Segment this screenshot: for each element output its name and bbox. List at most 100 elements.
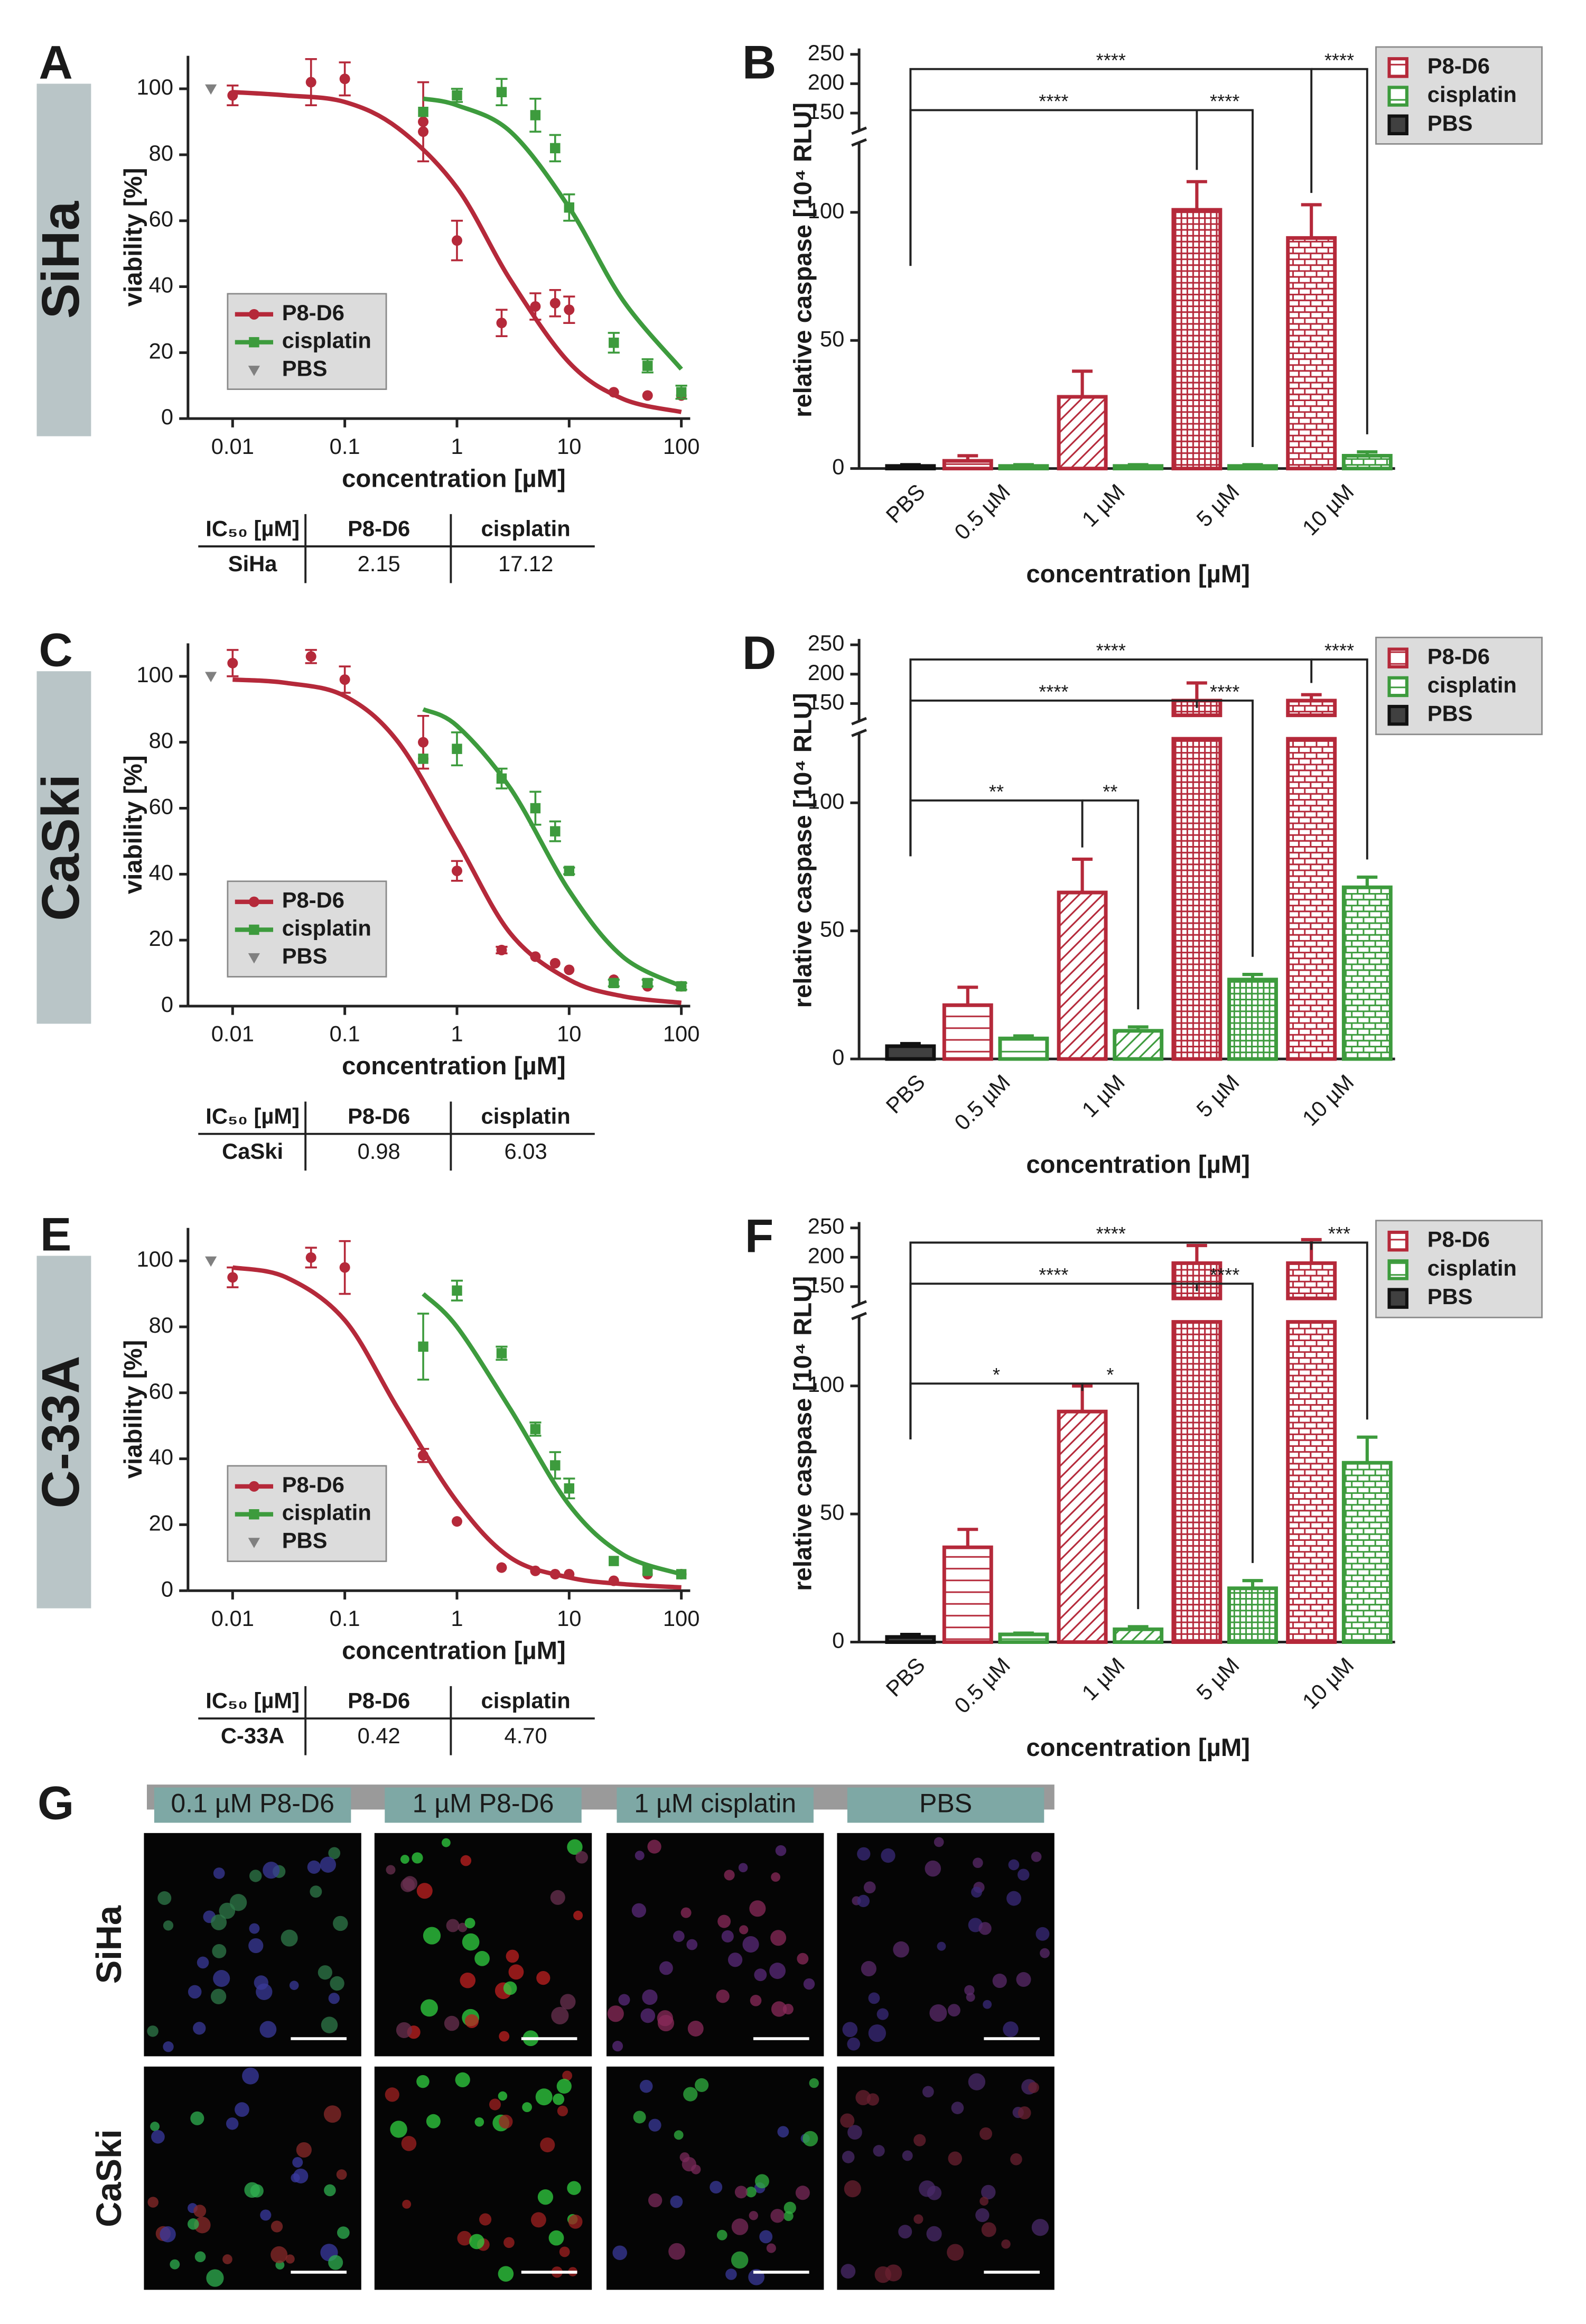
cell bbox=[795, 2186, 810, 2200]
cell bbox=[983, 2000, 992, 2009]
cell bbox=[235, 2102, 249, 2117]
y-axis-label: viability [%] bbox=[119, 1340, 147, 1479]
cell bbox=[530, 2212, 546, 2228]
cell bbox=[416, 2075, 430, 2088]
point bbox=[550, 826, 561, 836]
bar bbox=[1227, 978, 1278, 1061]
cell bbox=[210, 1988, 227, 2004]
significance-label: **** bbox=[1096, 640, 1126, 662]
cell bbox=[421, 1999, 438, 2017]
significance-label: **** bbox=[1210, 90, 1239, 112]
significance-label: **** bbox=[1096, 1223, 1126, 1244]
cell bbox=[783, 2211, 794, 2221]
cell bbox=[686, 1939, 698, 1950]
cell bbox=[797, 1953, 809, 1965]
bar bbox=[1286, 236, 1337, 471]
y-axis-label: relative caspase [10⁴ RLU] bbox=[789, 693, 817, 1008]
y-tick-label: 50 bbox=[820, 326, 844, 351]
legend-swatch bbox=[1387, 647, 1408, 668]
point bbox=[418, 1450, 429, 1461]
bar bbox=[1057, 1409, 1108, 1644]
cell bbox=[844, 2180, 861, 2198]
cell bbox=[680, 1907, 692, 1918]
cell bbox=[474, 2117, 484, 2127]
cell bbox=[573, 1910, 583, 1920]
point bbox=[418, 126, 429, 137]
cell bbox=[416, 1883, 433, 1899]
y-tick-label: 0 bbox=[832, 1045, 844, 1070]
cell bbox=[328, 2255, 343, 2270]
cell bbox=[190, 2111, 204, 2125]
point bbox=[305, 77, 316, 88]
table-header: cisplatin bbox=[481, 1103, 571, 1128]
x-tick-label: 0.01 bbox=[211, 1021, 254, 1046]
cell bbox=[321, 2016, 338, 2033]
cell bbox=[163, 2041, 174, 2052]
legend-marker bbox=[248, 366, 260, 376]
table-header: P8-D6 bbox=[348, 1103, 410, 1128]
cell bbox=[337, 2226, 350, 2239]
table-header: IC₅₀ [µM] bbox=[206, 516, 300, 541]
cell bbox=[874, 2266, 892, 2283]
legend-swatch bbox=[1387, 114, 1408, 135]
point bbox=[496, 944, 507, 955]
cell bbox=[213, 1970, 230, 1987]
point bbox=[452, 743, 462, 754]
cell bbox=[385, 2087, 399, 2102]
cell bbox=[642, 1989, 658, 2005]
point bbox=[496, 318, 507, 329]
row-label: SiHa bbox=[90, 1905, 129, 1984]
bar bbox=[1227, 464, 1278, 471]
significance-label: **** bbox=[1324, 49, 1354, 71]
table-header: cisplatin bbox=[481, 516, 571, 541]
significance-label: **** bbox=[1039, 90, 1068, 112]
error-bar bbox=[1242, 463, 1263, 467]
cell bbox=[618, 1994, 630, 2006]
y-tick-label: 40 bbox=[149, 273, 173, 298]
legend-swatch bbox=[1387, 1259, 1408, 1280]
significance-label: **** bbox=[1324, 640, 1354, 662]
fit-curve bbox=[423, 96, 683, 371]
legend-label: cisplatin bbox=[282, 915, 371, 940]
legend-swatch bbox=[1387, 86, 1408, 107]
point bbox=[452, 90, 462, 101]
panel-label: B bbox=[742, 36, 776, 89]
cell bbox=[731, 2218, 749, 2235]
cell bbox=[250, 2184, 264, 2198]
cell bbox=[673, 1930, 685, 1942]
significance-bracket bbox=[1082, 1382, 1140, 1610]
cell bbox=[640, 2008, 656, 2023]
y-axis-label: relative caspase [10⁴ RLU] bbox=[789, 1276, 817, 1591]
cell bbox=[194, 2216, 211, 2234]
y-tick-label: 250 bbox=[808, 40, 845, 65]
y-tick-label: 20 bbox=[149, 1510, 173, 1535]
bar bbox=[998, 1036, 1049, 1061]
y-tick-label: 60 bbox=[149, 207, 173, 231]
point bbox=[418, 1341, 428, 1352]
cell bbox=[559, 2246, 570, 2257]
cell bbox=[727, 1953, 743, 1967]
cell bbox=[400, 1855, 409, 1864]
cell bbox=[318, 1965, 332, 1980]
significance-label: ** bbox=[989, 781, 1004, 803]
point bbox=[227, 657, 238, 668]
bar bbox=[1113, 464, 1164, 471]
cell bbox=[842, 2151, 855, 2163]
x-tick-label: 0.01 bbox=[211, 434, 254, 459]
fit-curve bbox=[232, 677, 682, 1005]
cell bbox=[902, 2150, 913, 2161]
point bbox=[530, 301, 541, 312]
table-cell: 0.98 bbox=[358, 1139, 400, 1164]
error-bar bbox=[1072, 369, 1093, 397]
cell bbox=[296, 2142, 312, 2158]
cell bbox=[1008, 1859, 1020, 1871]
cell bbox=[841, 2264, 856, 2279]
bar bbox=[1227, 1586, 1278, 1644]
y-tick-label: 0 bbox=[832, 454, 844, 479]
cell bbox=[499, 2114, 513, 2129]
cell bbox=[770, 2209, 785, 2223]
point bbox=[564, 304, 575, 315]
cell bbox=[739, 1925, 749, 1935]
cell bbox=[659, 1961, 673, 1975]
